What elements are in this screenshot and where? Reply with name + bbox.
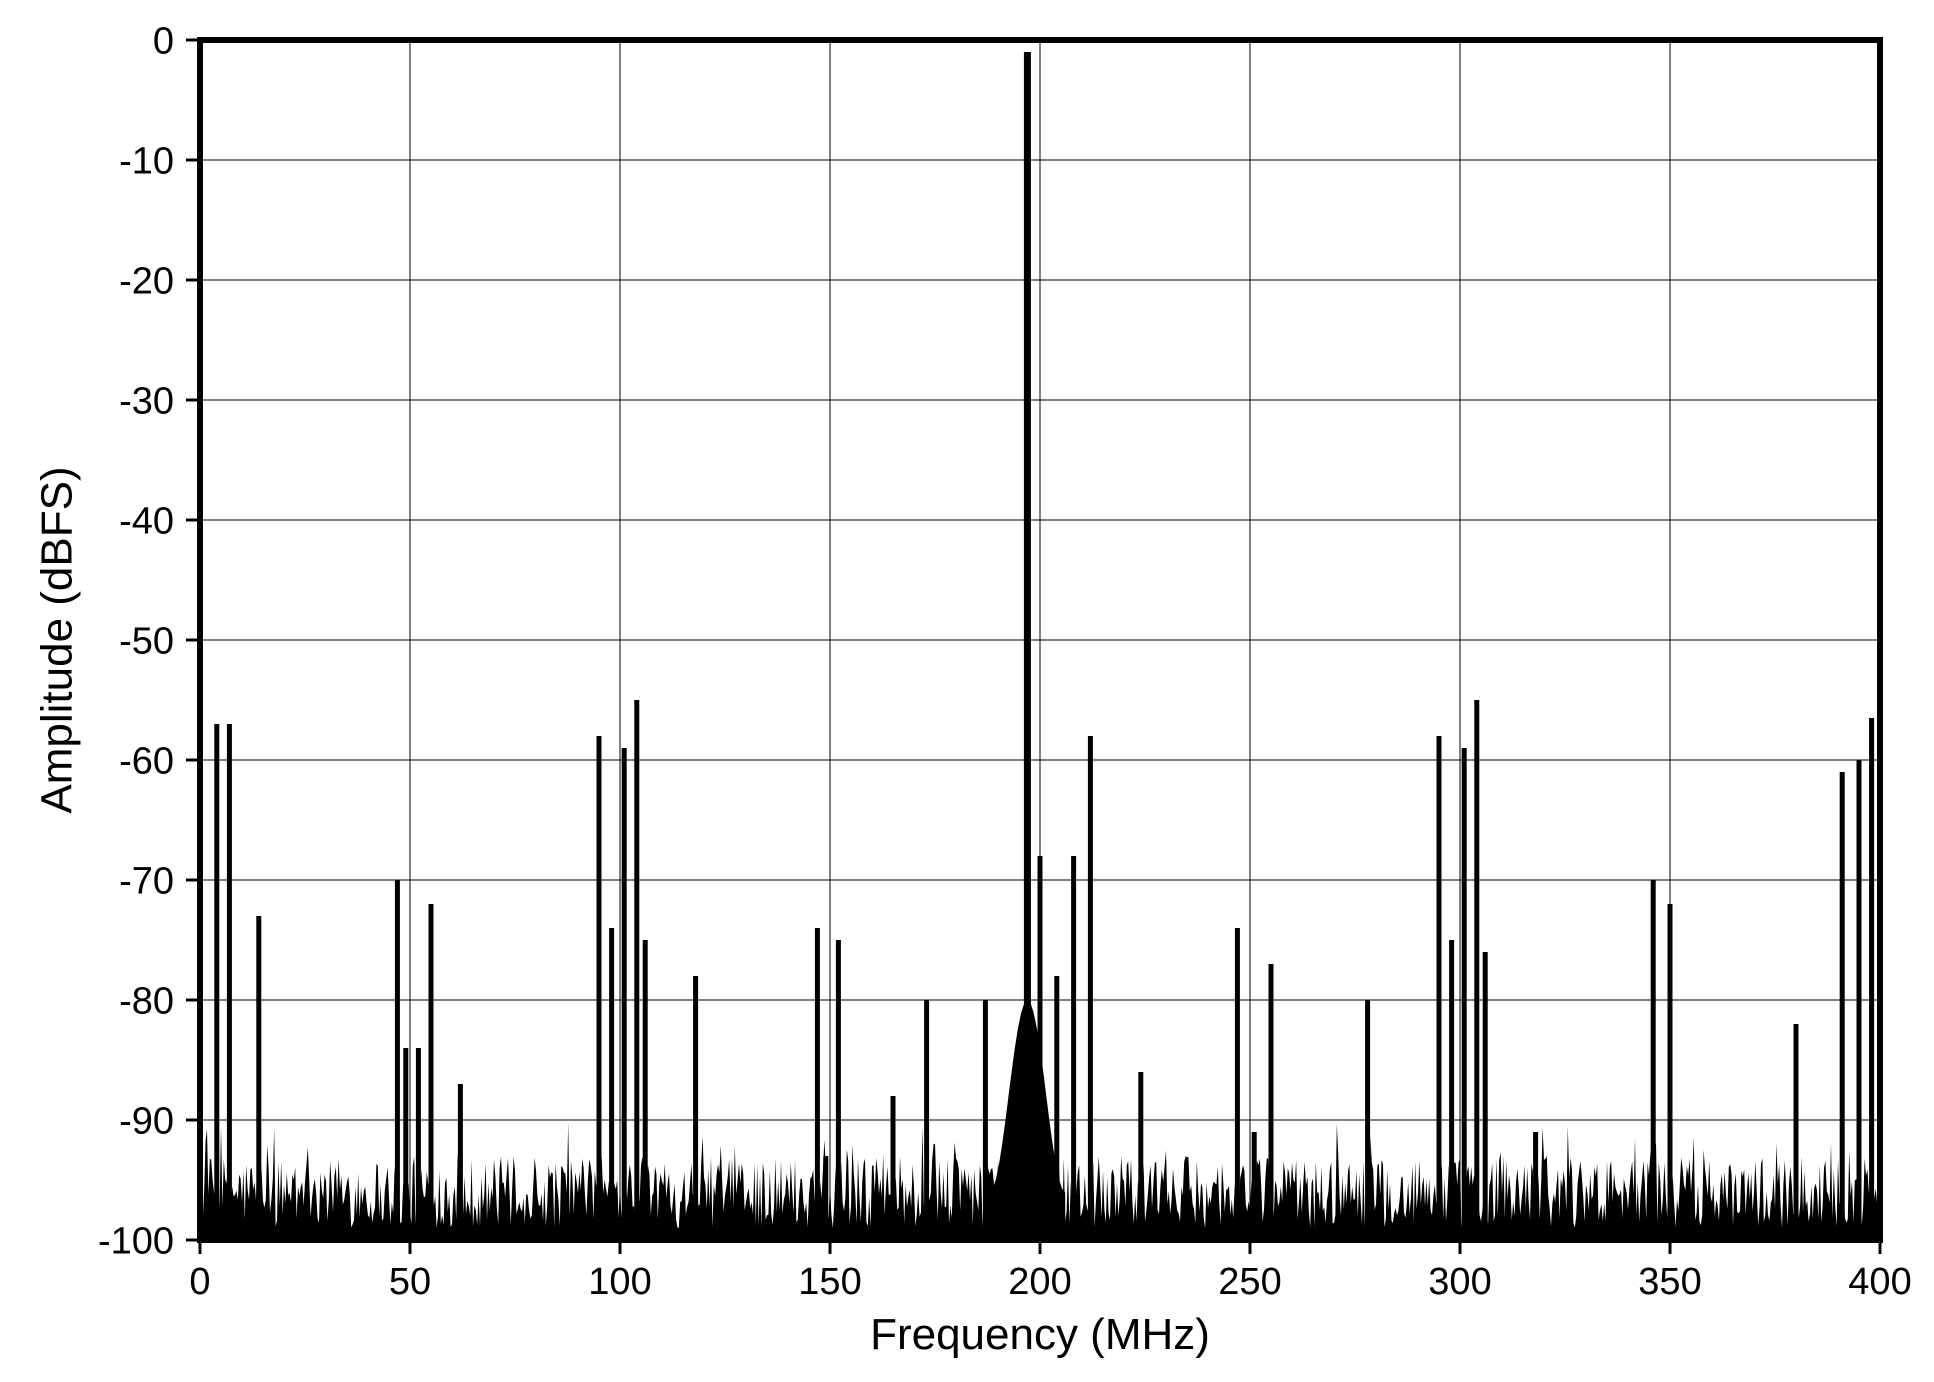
spur	[1235, 928, 1240, 1240]
spur	[823, 1156, 828, 1240]
spur	[1365, 1000, 1370, 1240]
spur	[1449, 940, 1454, 1240]
spur	[1668, 904, 1673, 1240]
x-tick-label: 200	[1008, 1261, 1071, 1303]
x-axis-label: Frequency (MHz)	[870, 1310, 1210, 1359]
x-tick-label: 250	[1218, 1261, 1281, 1303]
y-tick-label: -30	[119, 380, 174, 422]
spur	[1269, 964, 1274, 1240]
spur	[1252, 1132, 1257, 1240]
spur	[634, 700, 639, 1240]
y-tick-label: -50	[119, 620, 174, 662]
spur	[597, 736, 602, 1240]
y-tick-label: -10	[119, 140, 174, 182]
spur	[1071, 856, 1076, 1240]
spur	[1437, 736, 1442, 1240]
spur	[458, 1084, 463, 1240]
y-tick-label: -90	[119, 1100, 174, 1142]
x-tick-label: 350	[1638, 1261, 1701, 1303]
y-tick-label: -40	[119, 500, 174, 542]
spur	[1651, 880, 1656, 1240]
spur	[836, 940, 841, 1240]
x-tick-label: 100	[588, 1261, 651, 1303]
y-tick-label: 0	[153, 20, 174, 62]
spur	[643, 940, 648, 1240]
spur	[622, 748, 627, 1240]
spur	[1483, 952, 1488, 1240]
spur	[1869, 718, 1874, 1240]
spectrum-svg: 0 50 100 150 200 250 300 350 400 0 -10 -20 -30 -40 -50…	[0, 0, 1934, 1382]
spur	[983, 1000, 988, 1240]
spur	[1533, 1132, 1538, 1240]
spur	[1857, 760, 1862, 1240]
spur	[1794, 1024, 1799, 1240]
spur	[815, 928, 820, 1240]
y-tick-label: -100	[98, 1220, 174, 1262]
spur	[416, 1048, 421, 1240]
spur	[395, 880, 400, 1240]
spur	[429, 904, 434, 1240]
spur	[227, 724, 232, 1240]
spur	[693, 976, 698, 1240]
y-tick-label: -70	[119, 860, 174, 902]
spur	[1840, 772, 1845, 1240]
x-tick-label: 400	[1848, 1261, 1911, 1303]
spur	[1474, 700, 1479, 1240]
spur	[403, 1048, 408, 1240]
spur	[214, 724, 219, 1240]
spur	[256, 916, 261, 1240]
spur	[1462, 748, 1467, 1240]
x-tick-label: 300	[1428, 1261, 1491, 1303]
spectrum-chart: 0 50 100 150 200 250 300 350 400 0 -10 -20 -30 -40 -50…	[0, 0, 1934, 1382]
x-tick-label: 50	[389, 1261, 431, 1303]
x-tick-label: 150	[798, 1261, 861, 1303]
x-tick-label: 0	[189, 1261, 210, 1303]
spur	[1138, 1072, 1143, 1240]
y-tick-label: -80	[119, 980, 174, 1022]
spur	[1024, 52, 1031, 1240]
spur	[891, 1096, 896, 1240]
spur	[1088, 736, 1093, 1240]
y-tick-label: -60	[119, 740, 174, 782]
y-axis-label: Amplitude (dBFS)	[32, 466, 81, 813]
y-tick-label: -20	[119, 260, 174, 302]
spur	[924, 1000, 929, 1240]
spur	[609, 928, 614, 1240]
